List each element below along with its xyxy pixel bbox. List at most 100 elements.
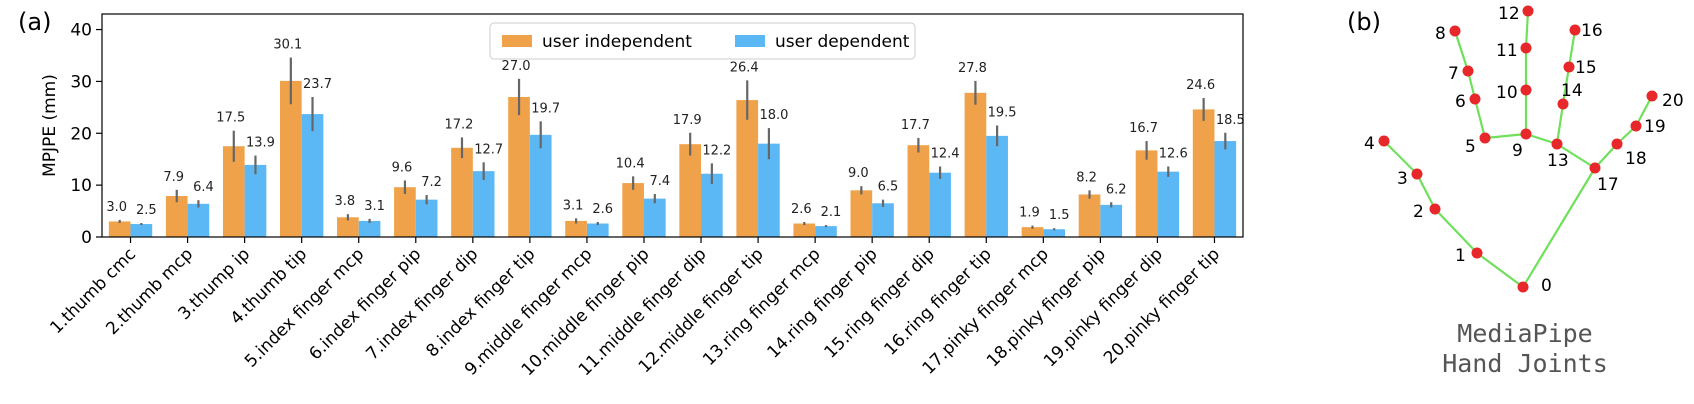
bar-user-independent bbox=[451, 147, 473, 237]
legend-label-user-dependent: user dependent bbox=[775, 32, 910, 52]
data-label: 1.5 bbox=[1049, 208, 1070, 223]
data-label: 27.0 bbox=[502, 59, 531, 74]
data-label: 19.5 bbox=[988, 106, 1017, 121]
bar-user-independent bbox=[279, 80, 302, 238]
bar-user-independent bbox=[1078, 194, 1101, 237]
bar-user-dependent bbox=[758, 143, 780, 237]
hand-bone bbox=[1567, 29, 1577, 68]
data-label: 6.4 bbox=[193, 180, 214, 195]
bar-user-independent bbox=[736, 100, 759, 237]
data-label: 18.0 bbox=[759, 108, 788, 123]
legend-swatch-user-independent bbox=[502, 35, 532, 47]
joint-label: 11 bbox=[1496, 41, 1518, 61]
joint-label: 2 bbox=[1413, 202, 1424, 222]
bar-user-independent bbox=[565, 220, 587, 237]
data-label: 18.5 bbox=[1216, 113, 1245, 128]
bar-user-independent bbox=[394, 187, 416, 237]
bar-user-dependent bbox=[586, 223, 609, 237]
bar-user-dependent bbox=[529, 134, 552, 237]
bar-user-dependent bbox=[986, 135, 1008, 237]
hand-title-line1: MediaPipe bbox=[1457, 319, 1592, 348]
x-tick-label: 15.ring finger dip bbox=[821, 244, 939, 362]
data-label: 26.4 bbox=[730, 60, 759, 75]
data-label: 3.1 bbox=[364, 199, 385, 214]
legend-box bbox=[489, 22, 916, 60]
bar-user-dependent bbox=[415, 199, 438, 237]
bar-user-dependent bbox=[301, 114, 324, 237]
joint-label: 8 bbox=[1435, 24, 1446, 44]
data-label: 7.4 bbox=[649, 174, 670, 189]
data-label: 6.2 bbox=[1106, 182, 1127, 197]
hand-bone bbox=[1383, 140, 1418, 175]
hand-joint bbox=[1411, 168, 1423, 180]
hand-bone bbox=[1522, 167, 1596, 288]
bar-user-dependent bbox=[643, 198, 666, 237]
data-label: 2.6 bbox=[592, 202, 613, 217]
hand-joint bbox=[1520, 128, 1532, 140]
data-label: 30.1 bbox=[273, 38, 302, 53]
bar-user-dependent bbox=[187, 203, 210, 237]
plot-frame bbox=[101, 13, 1244, 238]
bar-user-dependent bbox=[1043, 229, 1066, 237]
hand-joint bbox=[1589, 162, 1601, 174]
hand-bone bbox=[1434, 208, 1478, 254]
joint-label: 20 bbox=[1662, 91, 1684, 111]
hand-joint bbox=[1569, 24, 1581, 36]
data-label: 1.9 bbox=[1019, 206, 1040, 221]
bar-user-dependent bbox=[130, 224, 153, 237]
bar-user-independent bbox=[108, 221, 131, 237]
bar-user-independent bbox=[622, 183, 644, 237]
hand-joint bbox=[1557, 98, 1569, 110]
data-label: 17.7 bbox=[901, 118, 930, 133]
data-label: 6.5 bbox=[878, 180, 899, 195]
y-tick-label: 30 bbox=[70, 72, 92, 92]
panel-a-label: (a) bbox=[18, 8, 51, 36]
joint-label: 12 bbox=[1498, 4, 1520, 24]
data-label: 3.8 bbox=[335, 194, 356, 209]
data-label: 16.7 bbox=[1129, 121, 1158, 136]
joint-label: 3 bbox=[1397, 169, 1408, 189]
bar-user-dependent bbox=[701, 173, 723, 237]
bar-user-independent bbox=[508, 96, 530, 237]
data-label: 3.1 bbox=[563, 198, 584, 213]
y-tick-label: 10 bbox=[70, 176, 92, 196]
bar-user-independent bbox=[222, 146, 245, 237]
y-tick-label: 20 bbox=[70, 124, 92, 144]
panel-b-label: (b) bbox=[1347, 8, 1381, 36]
bar-user-independent bbox=[907, 145, 930, 237]
data-label: 2.1 bbox=[821, 205, 842, 220]
bar-user-independent bbox=[793, 223, 816, 237]
bar-user-independent bbox=[1021, 227, 1044, 237]
x-tick-label: 14.ring finger pip bbox=[764, 244, 882, 362]
bar-user-dependent bbox=[1157, 171, 1180, 237]
data-label: 24.6 bbox=[1186, 78, 1215, 93]
data-label: 2.6 bbox=[791, 202, 812, 217]
hand-joint bbox=[1520, 42, 1532, 54]
joint-label: 13 bbox=[1547, 151, 1569, 171]
data-label: 7.2 bbox=[421, 175, 442, 190]
joint-label: 14 bbox=[1561, 81, 1583, 101]
joint-label: 19 bbox=[1644, 117, 1666, 137]
bar-user-independent bbox=[850, 190, 873, 237]
data-label: 13.9 bbox=[246, 136, 275, 151]
hand-joint bbox=[1520, 84, 1532, 96]
joint-label: 0 bbox=[1541, 276, 1552, 296]
hand-bone bbox=[1561, 66, 1571, 105]
bar-user-independent bbox=[1135, 150, 1158, 237]
data-label: 19.7 bbox=[531, 101, 560, 116]
hand-joint bbox=[1469, 93, 1481, 105]
joint-label: 18 bbox=[1625, 149, 1647, 169]
hand-joint bbox=[1378, 135, 1390, 147]
bar-user-dependent bbox=[815, 226, 837, 237]
hand-joint bbox=[1646, 90, 1658, 102]
data-label: 12.7 bbox=[474, 142, 503, 157]
hand-joint bbox=[1611, 138, 1623, 150]
hand-joint bbox=[1429, 203, 1441, 215]
joint-label: 15 bbox=[1575, 58, 1597, 78]
joint-label: 16 bbox=[1581, 21, 1603, 41]
legend-swatch-user-dependent bbox=[735, 35, 765, 47]
hand-bone bbox=[1484, 132, 1527, 140]
joint-label: 9 bbox=[1512, 141, 1523, 161]
data-label: 17.5 bbox=[216, 111, 245, 126]
